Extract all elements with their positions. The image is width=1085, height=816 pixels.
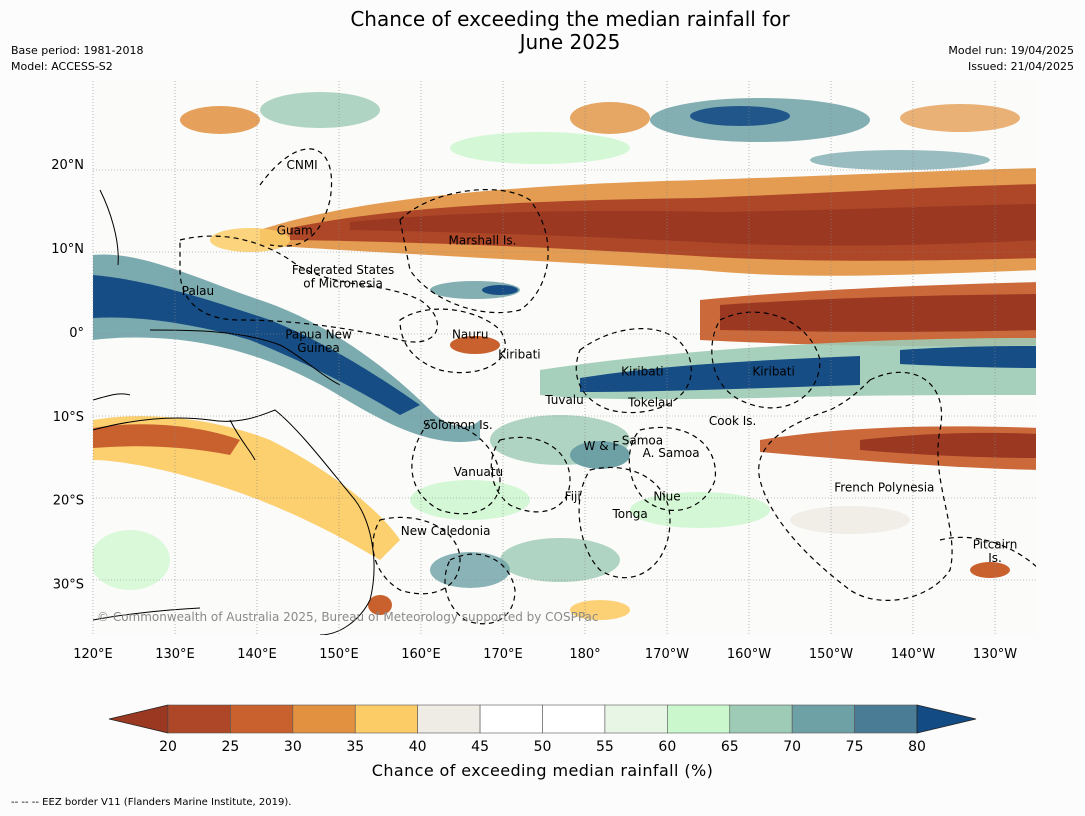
x-axis-ticks: 120°E 130°E 140°E 150°E 160°E 170°E 180° 170°W 1…: [73, 81, 1017, 662]
y-tick-label: 20°N: [51, 158, 84, 173]
colorbar-tick-label: 75: [846, 739, 864, 755]
y-tick-label: 10°N: [51, 242, 84, 257]
model-run: Model run: 19/04/2025: [948, 44, 1074, 57]
base-period: Base period: 1981-2018: [11, 44, 144, 57]
place-label: French Polynesia: [834, 480, 934, 494]
colorbar-tick-label: 25: [222, 739, 240, 755]
colorbar-segment: [230, 704, 294, 734]
colorbar-tick-label: 60: [658, 739, 676, 755]
place-label: Tonga: [611, 507, 647, 521]
colorbar-segment: [604, 704, 668, 734]
colorbar-segments: [167, 704, 918, 734]
colorbar-tick-label: 70: [783, 739, 801, 755]
place-label: Guam: [277, 223, 313, 237]
colorbar-tick-label: 50: [534, 739, 552, 755]
colorbar-segment: [542, 704, 606, 734]
colorbar-tick-label: 55: [596, 739, 614, 755]
colorbar-segment: [292, 704, 356, 734]
place-label: Papua New: [285, 327, 352, 341]
x-tick-label: 160°E: [401, 647, 441, 662]
place-label: Vanuatu: [454, 465, 504, 479]
colorbar-segment: [354, 704, 418, 734]
eez-borders: [179, 148, 1036, 625]
place-label: Cook Is.: [709, 414, 756, 428]
colorbar: 20 25 30 35 40 45 50 55 60 65 70 75 80: [108, 704, 977, 755]
x-tick-label: 140°W: [891, 647, 935, 662]
place-label: Nauru: [452, 327, 488, 341]
rainfall-field: [93, 81, 1036, 635]
x-tick-label: 170°E: [483, 647, 523, 662]
place-label: Marshall Is.: [449, 233, 517, 247]
x-tick-label: 150°E: [319, 647, 359, 662]
colorbar-segment: [729, 704, 793, 734]
x-tick-label: 120°E: [73, 647, 113, 662]
title-line-1: Chance of exceeding the median rainfall …: [350, 7, 790, 31]
place-label: Kiribati: [621, 364, 663, 378]
y-tick-label: 20°S: [53, 494, 84, 509]
x-tick-label: 180°: [569, 647, 600, 662]
colorbar-title: Chance of exceeding median rainfall (%): [371, 761, 714, 780]
model-name: Model: ACCESS-S2: [11, 60, 113, 73]
place-label: Solomon Is.: [423, 418, 493, 432]
colorbar-tick-label: 45: [471, 739, 489, 755]
place-label: Pitcairn: [973, 537, 1018, 551]
place-label: Tokelau: [627, 395, 673, 409]
colorbar-segment: [854, 704, 918, 734]
chart-title: Chance of exceeding the median rainfall …: [0, 8, 1085, 54]
place-label: Guinea: [297, 341, 340, 355]
x-tick-label: 170°W: [645, 647, 689, 662]
colorbar-tick-label: 30: [284, 739, 302, 755]
colorbar-tick-label: 20: [159, 739, 177, 755]
colorbar-over-arrow: [916, 704, 977, 734]
colorbar-segment: [667, 704, 731, 734]
x-tick-label: 150°W: [809, 647, 853, 662]
colorbar-segment: [479, 704, 543, 734]
x-tick-label: 160°W: [727, 647, 771, 662]
coastlines: [93, 189, 375, 635]
place-label: Federated States: [292, 263, 394, 277]
place-label: Kiribati: [752, 364, 794, 378]
place-label: Niue: [653, 490, 680, 504]
place-label: Tuvalu: [544, 393, 584, 407]
gridlines: [93, 169, 1036, 581]
issued-date: Issued: 21/04/2025: [967, 60, 1074, 73]
colorbar-tick-label: 65: [721, 739, 739, 755]
x-tick-label: 140°E: [237, 647, 277, 662]
colorbar-tick-label: 80: [908, 739, 926, 755]
colorbar-tick-label: 35: [346, 739, 364, 755]
meta-left: Base period: 1981-2018 Model: ACCESS-S2: [11, 43, 143, 75]
title-line-2: June 2025: [519, 30, 621, 54]
place-label: A. Samoa: [643, 446, 700, 460]
y-tick-label: 0°: [69, 326, 84, 341]
y-tick-label: 10°S: [53, 410, 84, 425]
copyright-text: © Commonwealth of Australia 2025, Bureau…: [97, 610, 599, 624]
place-label: Kiribati: [498, 348, 540, 362]
place-label: Palau: [182, 284, 214, 298]
y-tick-label: 30°S: [53, 578, 84, 593]
colorbar-ticks: 20 25 30 35 40 45 50 55 60 65 70 75 80: [159, 739, 926, 755]
eez-footnote: -- -- -- EEZ border V11 (Flanders Marine…: [11, 797, 292, 808]
colorbar-segment: [417, 704, 481, 734]
place-label: of Micronesia: [303, 276, 383, 290]
place-label: W & F: [584, 439, 620, 453]
colorbar-tick-label: 40: [409, 739, 427, 755]
map-frame: 120°E 130°E 140°E 150°E 160°E 170°E 180° 170°W 1…: [51, 81, 1036, 662]
meta-right: Model run: 19/04/2025 Issued: 21/04/2025: [948, 43, 1074, 75]
place-label: Is.: [988, 551, 1002, 565]
x-tick-label: 130°W: [973, 647, 1017, 662]
colorbar-under-arrow: [108, 704, 169, 734]
colorbar-segment: [791, 704, 855, 734]
place-label: Samoa: [622, 433, 663, 447]
x-tick-label: 130°E: [155, 647, 195, 662]
colorbar-segment: [167, 704, 231, 734]
place-label: Fiji: [565, 490, 581, 504]
place-label: CNMI: [286, 158, 317, 172]
place-label: New Caledonia: [401, 524, 491, 538]
y-axis-ticks: 20°N 10°N 0° 10°S 20°S 30°S: [51, 158, 84, 593]
